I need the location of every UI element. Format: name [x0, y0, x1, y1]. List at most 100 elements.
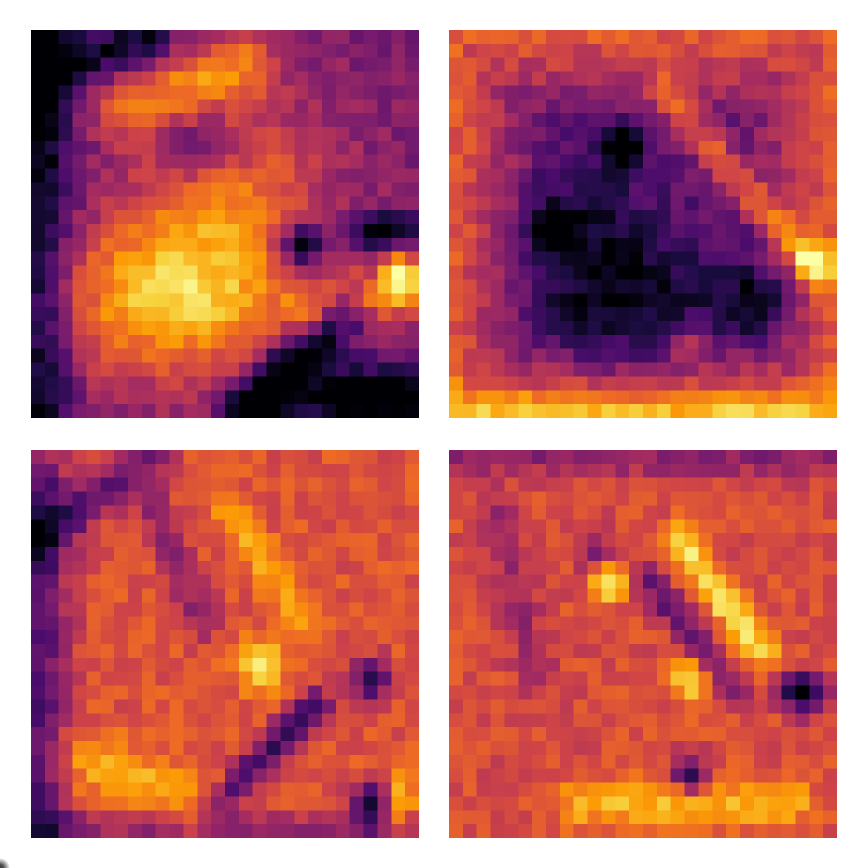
- pixel-cell: [72, 491, 87, 506]
- pixel-cell: [670, 390, 685, 405]
- pixel-cell: [490, 741, 505, 756]
- pixel-cell: [518, 519, 533, 534]
- pixel-cell: [462, 43, 477, 58]
- pixel-cell: [753, 644, 768, 659]
- pixel-cell: [280, 334, 295, 349]
- pixel-cell: [391, 463, 406, 478]
- pixel-cell: [72, 140, 87, 155]
- pixel-cell: [698, 279, 713, 294]
- pixel-cell: [405, 154, 419, 169]
- pixel-cell: [559, 727, 574, 742]
- pixel-cell: [615, 196, 630, 211]
- pixel-cell: [405, 616, 419, 631]
- pixel-cell: [44, 533, 59, 548]
- pixel-cell: [629, 348, 644, 363]
- pixel-cell: [322, 293, 337, 308]
- pixel-cell: [44, 224, 59, 239]
- pixel-cell: [169, 265, 184, 280]
- pixel-cell: [114, 210, 129, 225]
- pixel-cell: [684, 210, 699, 225]
- pixel-cell: [490, 796, 505, 811]
- pixel-cell: [573, 547, 588, 562]
- pixel-cell: [546, 265, 561, 280]
- pixel-cell: [335, 71, 350, 86]
- pixel-cell: [504, 348, 519, 363]
- pixel-cell: [615, 602, 630, 617]
- pixel-cell: [322, 210, 337, 225]
- pixel-cell: [238, 71, 253, 86]
- pixel-cell: [225, 574, 240, 589]
- pixel-cell: [58, 754, 73, 769]
- pixel-cell: [518, 182, 533, 197]
- pixel-cell: [518, 224, 533, 239]
- pixel-cell: [753, 168, 768, 183]
- pixel-cell: [643, 127, 658, 142]
- pixel-cell: [629, 463, 644, 478]
- pixel-cell: [266, 71, 281, 86]
- pixel-cell: [670, 362, 685, 377]
- pixel-cell: [31, 588, 46, 603]
- pixel-cell: [753, 99, 768, 114]
- pixel-cell: [322, 491, 337, 506]
- pixel-cell: [698, 362, 713, 377]
- pixel-cell: [795, 782, 810, 797]
- pixel-cell: [128, 57, 143, 72]
- pixel-cell: [349, 237, 364, 252]
- pixel-cell: [72, 57, 87, 72]
- pixel-cell: [86, 279, 101, 294]
- pixel-cell: [518, 491, 533, 506]
- pixel-cell: [684, 251, 699, 266]
- pixel-cell: [670, 768, 685, 783]
- pixel-cell: [141, 113, 156, 128]
- pixel-cell: [114, 113, 129, 128]
- pixel-cell: [767, 574, 782, 589]
- pixel-cell: [44, 127, 59, 142]
- pixel-cell: [462, 727, 477, 742]
- pixel-cell: [559, 237, 574, 252]
- pixel-cell: [322, 727, 337, 742]
- pixel-cell: [587, 334, 602, 349]
- pixel-cell: [58, 741, 73, 756]
- pixel-cell: [114, 224, 129, 239]
- pixel-cell: [308, 85, 323, 100]
- pixel-cell: [684, 477, 699, 492]
- pixel-cell: [58, 279, 73, 294]
- pixel-cell: [670, 754, 685, 769]
- pixel-cell: [211, 85, 226, 100]
- pixel-cell: [225, 265, 240, 280]
- pixel-cell: [238, 348, 253, 363]
- pixel-cell: [114, 30, 129, 45]
- pixel-cell: [100, 224, 115, 239]
- pixel-cell: [349, 224, 364, 239]
- pixel-cell: [211, 348, 226, 363]
- pixel-cell: [363, 505, 378, 520]
- pixel-cell: [740, 307, 755, 322]
- pixel-cell: [141, 224, 156, 239]
- pixel-cell: [684, 265, 699, 280]
- pixel-cell: [767, 602, 782, 617]
- pixel-cell: [363, 644, 378, 659]
- pixel-cell: [587, 671, 602, 686]
- pixel-cell: [31, 713, 46, 728]
- pixel-cell: [490, 376, 505, 391]
- pixel-cell: [629, 727, 644, 742]
- pixel-cell: [155, 450, 170, 465]
- pixel-cell: [128, 251, 143, 266]
- pixel-cell: [559, 782, 574, 797]
- pixel-cell: [363, 796, 378, 811]
- pixel-cell: [490, 293, 505, 308]
- pixel-cell: [615, 210, 630, 225]
- pixel-cell: [294, 99, 309, 114]
- pixel-cell: [294, 376, 309, 391]
- pixel-cell: [781, 644, 796, 659]
- pixel-cell: [449, 293, 464, 308]
- pixel-cell: [294, 588, 309, 603]
- pixel-cell: [183, 547, 198, 562]
- pixel-cell: [795, 85, 810, 100]
- pixel-cell: [363, 99, 378, 114]
- pixel-cell: [128, 265, 143, 280]
- pixel-cell: [546, 71, 561, 86]
- pixel-cell: [726, 85, 741, 100]
- pixel-cell: [183, 713, 198, 728]
- pixel-cell: [684, 685, 699, 700]
